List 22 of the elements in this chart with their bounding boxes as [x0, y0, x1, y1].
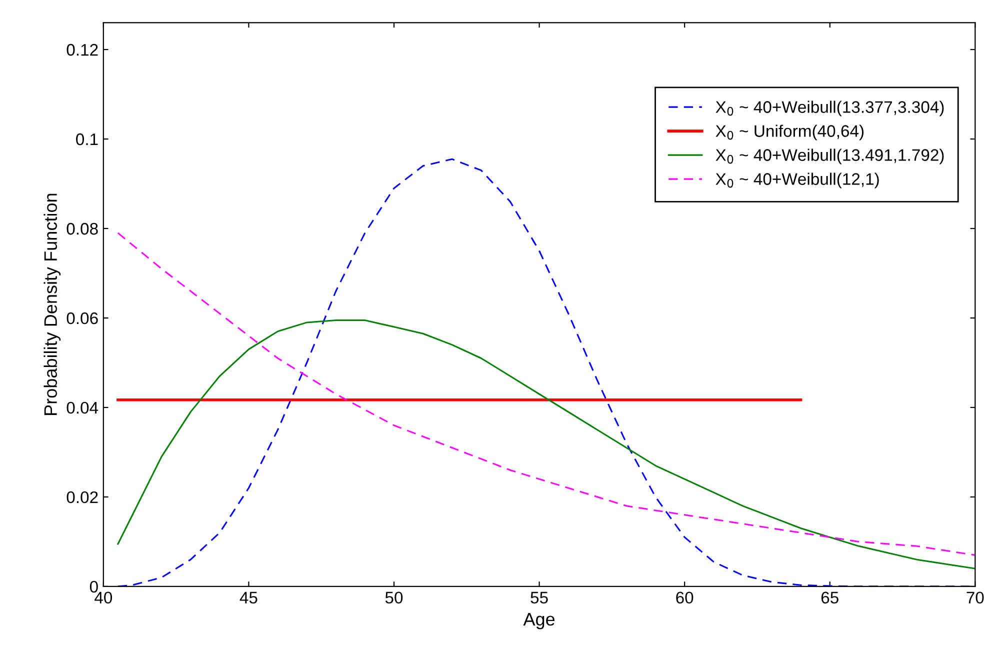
line-series [117, 232, 976, 556]
x-tick-label: 45 [240, 592, 258, 604]
y-tick-label: 0.08 [66, 222, 98, 235]
x-axis-title: Age [523, 613, 555, 630]
line-series [117, 319, 976, 570]
y-tick-label: 0.1 [76, 133, 98, 146]
x-tick-label: 50 [385, 592, 403, 604]
y-tick-label: 0.02 [66, 491, 98, 504]
x-tick-label: 60 [676, 592, 694, 604]
y-axis-title: Probability Density Function [44, 194, 61, 415]
x-tick-label: 65 [821, 592, 838, 604]
x-tick-label: 70 [966, 592, 984, 604]
y-tick-label: 0.06 [66, 312, 98, 324]
legend-label: X$_{0}$ ~ 40+Weibull(13.377,3.304) [716, 100, 944, 116]
y-tick-label: 0 [90, 580, 98, 593]
legend-label: X$_{0}$ ~ Uniform(40,64) [716, 124, 864, 140]
legend-label: X$_{0}$ ~ 40+Weibull(13.491,1.792) [716, 148, 944, 164]
y-tick-label: 0.04 [66, 402, 98, 414]
x-tick-label: 40 [94, 592, 112, 604]
y-tick-label: 0.12 [66, 44, 98, 56]
x-tick-label: 55 [530, 592, 548, 604]
legend-label: X$_{0}$ ~ 40+Weibull(12,1) [716, 172, 879, 188]
